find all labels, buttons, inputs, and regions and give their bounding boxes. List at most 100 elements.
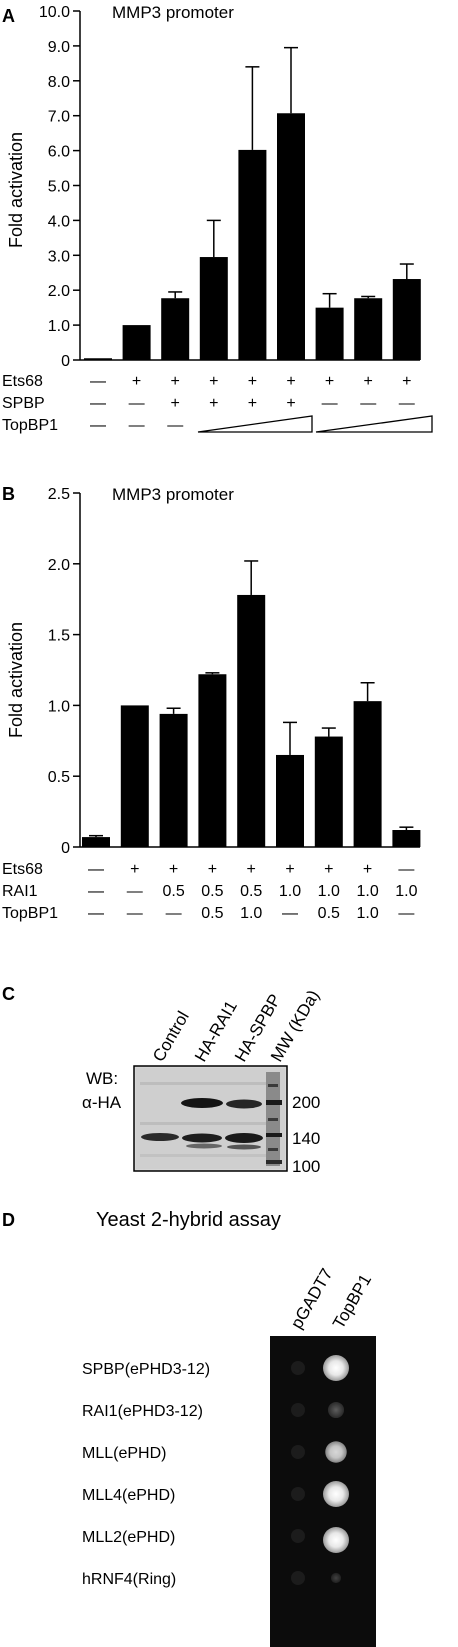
condition-value: 1.0	[356, 883, 378, 900]
panel-c: C Control HA-RAI1 HA-SPBP MW (KDa) WB: α…	[2, 984, 323, 1176]
panel-d-title: Yeast 2-hybrid assay	[96, 1209, 281, 1231]
y-tick-label: 6.0	[48, 144, 70, 161]
antibody-label: α-HA	[82, 1093, 122, 1112]
colony-pgadt7	[291, 1361, 305, 1375]
condition-value: +	[130, 861, 139, 878]
condition-value: 0.5	[162, 883, 184, 900]
yeast-plate-image	[270, 1336, 376, 1647]
y-tick-label: 5.0	[48, 179, 70, 196]
condition-value: —	[399, 395, 415, 412]
condition-value: 1.0	[279, 883, 301, 900]
y-tick-label: 0	[61, 353, 70, 370]
mw-marker-100: 100	[292, 1157, 320, 1176]
condition-value: 1.0	[318, 883, 340, 900]
panel-d-label: D	[2, 1210, 15, 1230]
condition-value: 1.0	[395, 883, 417, 900]
bar	[161, 298, 190, 360]
condition-value: 1.0	[240, 905, 262, 922]
panel-c-label: C	[2, 984, 15, 1004]
condition-value: +	[248, 373, 257, 390]
column-label-topbp1: TopBP1	[329, 1271, 375, 1332]
condition-value: —	[88, 905, 104, 922]
condition-value: —	[360, 395, 376, 412]
bar	[120, 705, 149, 847]
topbp1-gradient-wedge-spbp	[197, 415, 313, 433]
condition-label: SPBP	[2, 395, 45, 412]
y-tick-label: 2.0	[48, 557, 70, 574]
y-tick-label: 2.5	[48, 486, 70, 503]
panel-b-title: MMP3 promoter	[112, 485, 234, 504]
panel-b: B MMP3 promoter Fold activation 0 0.5 1.0 1…	[2, 484, 421, 922]
condition-value: —	[88, 883, 104, 900]
construct-label: SPBP(ePHD3-12)	[82, 1361, 210, 1378]
bar	[276, 754, 304, 847]
y-tick-label: 1.5	[48, 628, 70, 645]
condition-value: +	[208, 861, 217, 878]
construct-label: RAI1(ePHD3-12)	[82, 1403, 203, 1420]
condition-value: —	[90, 395, 106, 412]
y-tick-label: 7.0	[48, 109, 70, 126]
condition-value: —	[282, 905, 298, 922]
condition-value: —	[398, 861, 414, 878]
construct-label: MLL4(ePHD)	[82, 1487, 175, 1504]
condition-value: —	[166, 905, 182, 922]
mw-marker-140: 140	[292, 1129, 320, 1148]
condition-value: +	[247, 861, 256, 878]
panel-a: A MMP3 promoter Fold activation 0 1.0 2.0 3…	[2, 3, 433, 434]
condition-value: +	[285, 861, 294, 878]
colony-topbp1	[330, 1572, 342, 1584]
y-tick-label: 8.0	[48, 74, 70, 91]
condition-value: +	[324, 861, 333, 878]
topbp1-gradient-wedge-no-spbp	[315, 415, 433, 433]
colony-topbp1	[325, 1441, 347, 1463]
construct-label: MLL2(ePHD)	[82, 1529, 175, 1546]
condition-value: +	[171, 395, 180, 412]
condition-value: +	[364, 373, 373, 390]
condition-value: 0.5	[201, 883, 223, 900]
bar	[238, 149, 267, 360]
colony-pgadt7	[291, 1403, 305, 1417]
bar	[199, 257, 228, 360]
bar	[315, 307, 344, 360]
bar	[392, 830, 421, 847]
bar	[198, 674, 227, 847]
condition-value: —	[167, 417, 183, 434]
bar	[277, 113, 305, 361]
bar	[237, 594, 266, 847]
y-tick-label: 0.5	[48, 769, 70, 786]
condition-value: +	[209, 395, 218, 412]
colony-topbp1	[323, 1527, 349, 1553]
colony-topbp1	[323, 1355, 349, 1381]
condition-value: +	[286, 395, 295, 412]
colony-pgadt7	[291, 1487, 305, 1501]
condition-value: —	[90, 417, 106, 434]
y-tick-label: 1.0	[48, 698, 70, 715]
y-tick-label: 10.0	[39, 4, 70, 21]
colony-pgadt7	[291, 1445, 305, 1459]
panel-a-title: MMP3 promoter	[112, 3, 234, 22]
panel-d: D Yeast 2-hybrid assay pGADT7 TopBP1 SPB…	[2, 1209, 376, 1647]
condition-value: 0.5	[201, 905, 223, 922]
condition-value: +	[132, 373, 141, 390]
bar	[314, 736, 343, 847]
bar	[159, 713, 188, 847]
y-tick-label: 1.0	[48, 318, 70, 335]
condition-value: +	[286, 373, 295, 390]
colony-topbp1	[327, 1401, 345, 1419]
y-tick-label: 3.0	[48, 248, 70, 265]
condition-label: Ets68	[2, 373, 43, 390]
bar	[353, 701, 382, 847]
bar	[122, 325, 151, 360]
y-tick-label: 4.0	[48, 213, 70, 230]
condition-value: —	[127, 883, 143, 900]
construct-label: hRNF4(Ring)	[82, 1571, 176, 1588]
condition-label: Ets68	[2, 861, 43, 878]
wb-label: WB:	[86, 1069, 118, 1088]
y-tick-label: 9.0	[48, 39, 70, 56]
y-tick-label: 0	[61, 840, 70, 857]
condition-value: +	[363, 861, 372, 878]
bar	[354, 298, 383, 360]
colony-topbp1	[323, 1481, 349, 1507]
condition-value: —	[129, 417, 145, 434]
